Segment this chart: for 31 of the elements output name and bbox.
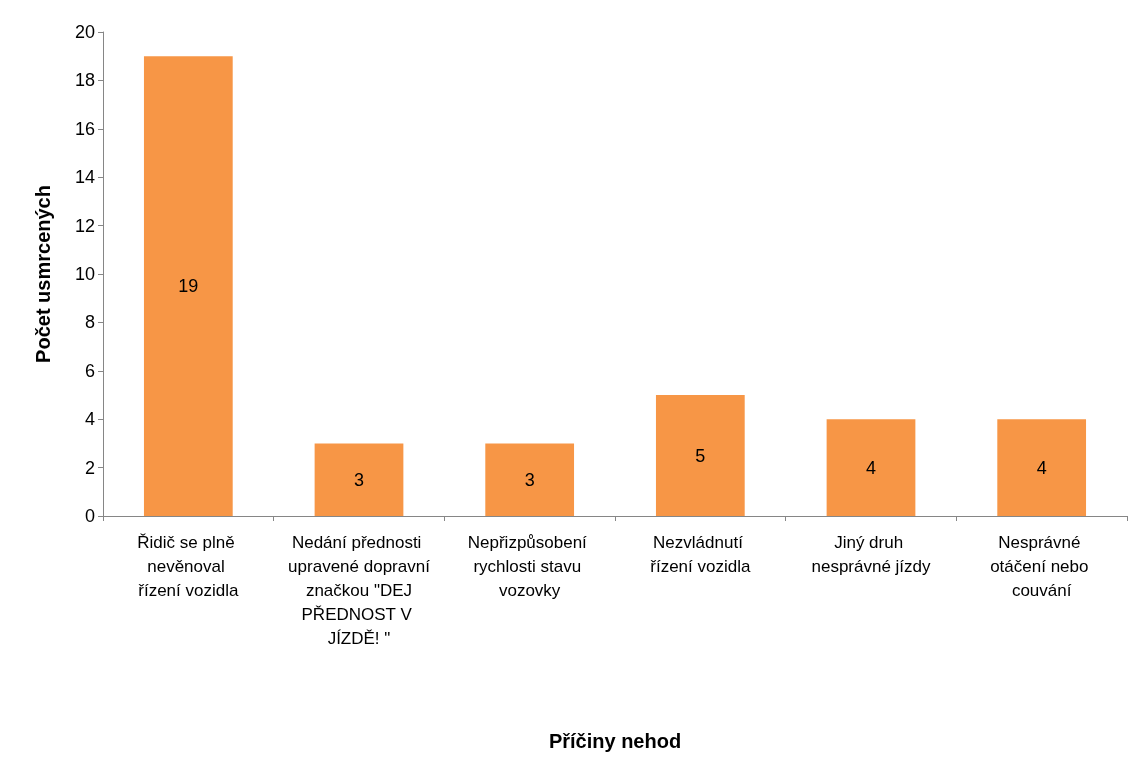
data-label: 19 bbox=[178, 276, 199, 297]
y-tick-label: 4 bbox=[84, 409, 95, 430]
x-tick-label: Jiný druh nesprávné jízdy bbox=[811, 532, 932, 576]
y-tick-label: 14 bbox=[74, 167, 95, 188]
x-axis-title: Příčiny nehod bbox=[548, 730, 682, 752]
x-tick-label: Řidič se plně nevěnoval řízení vozidla bbox=[137, 532, 240, 600]
bar bbox=[826, 419, 916, 516]
y-tick-label: 16 bbox=[74, 118, 95, 139]
y-tick-label: 0 bbox=[84, 506, 95, 526]
x-tick-label: Nesprávné otáčení nebo couvání bbox=[990, 532, 1094, 600]
bar bbox=[655, 395, 745, 516]
bar bbox=[143, 56, 233, 516]
data-label: 3 bbox=[353, 469, 365, 490]
y-tick-label: 10 bbox=[74, 264, 95, 284]
bar bbox=[485, 443, 575, 516]
y-tick-label: 18 bbox=[74, 70, 95, 91]
x-tick-label: Nezvládnutí řízení vozidla bbox=[650, 532, 751, 576]
y-tick-label: 2 bbox=[84, 457, 95, 478]
y-tick-label: 12 bbox=[74, 215, 95, 236]
data-label: 3 bbox=[524, 469, 535, 490]
bar bbox=[314, 443, 404, 516]
y-axis-title: Počet usmrcených bbox=[32, 185, 54, 363]
y-tick-label: 6 bbox=[84, 360, 95, 381]
data-label: 4 bbox=[1036, 457, 1047, 478]
data-label: 4 bbox=[865, 457, 877, 478]
x-tick-label: Nepřizpůsobení rychlosti stavu vozovky bbox=[467, 532, 592, 600]
data-label: 5 bbox=[695, 445, 706, 466]
x-tick-label: Nedání přednosti upravené dopravní značkou "DEJ PŘEDNOST V JÍZDĚ! " bbox=[288, 532, 431, 648]
y-tick-label: 8 bbox=[84, 312, 95, 333]
y-tick-label: 20 bbox=[74, 22, 95, 42]
bar bbox=[997, 419, 1087, 516]
